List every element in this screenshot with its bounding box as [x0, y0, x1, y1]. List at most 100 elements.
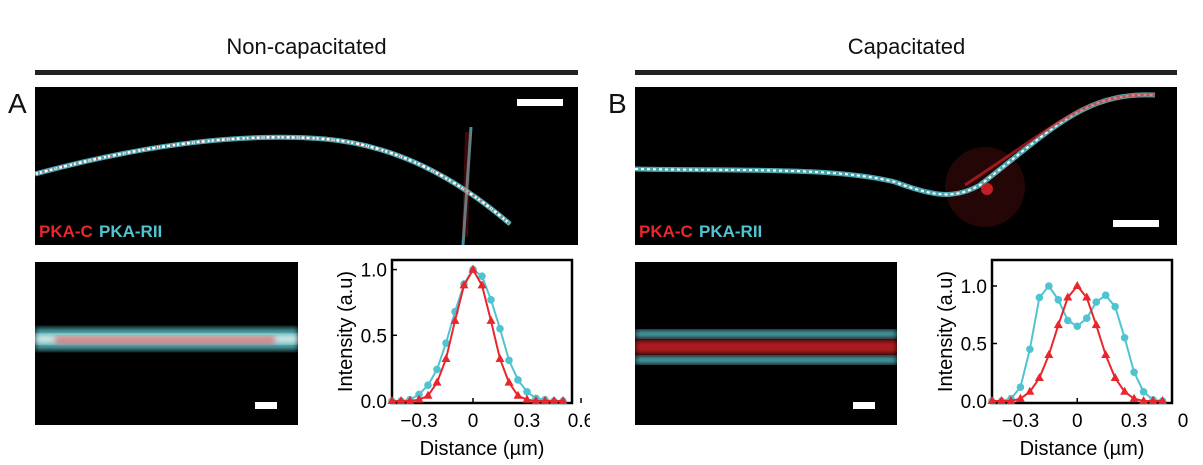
- data-point-pka-c: [549, 396, 559, 404]
- data-point-pka-rii: [415, 390, 423, 399]
- data-point-pka-rii: [442, 339, 450, 347]
- x-tick-label: 0.3: [514, 411, 540, 432]
- data-point-pka-c: [1129, 393, 1139, 402]
- data-point-pka-rii: [496, 324, 504, 333]
- fit-line-pka-rii: [392, 268, 563, 402]
- data-point-pka-c: [441, 353, 451, 362]
- data-point-pka-c: [1015, 393, 1025, 402]
- panel-b-zoom-image: [635, 262, 897, 425]
- data-point-pka-rii: [1026, 345, 1034, 354]
- fit-line-pka-c: [392, 268, 563, 402]
- data-point-pka-c: [432, 377, 442, 386]
- y-tick-label: 0.0: [361, 392, 387, 413]
- data-point-pka-rii: [487, 296, 495, 304]
- y-axis-label: Intensity (a.u): [335, 271, 357, 392]
- data-point-pka-c: [387, 396, 397, 404]
- x-tick-label: 0: [468, 411, 479, 432]
- data-point-pka-c: [1110, 373, 1120, 381]
- y-tick-label: 1.0: [961, 277, 987, 298]
- data-point-pka-c: [996, 396, 1006, 404]
- label-pka-c: PKA-C: [639, 222, 693, 241]
- data-point-pka-c: [486, 315, 496, 324]
- data-point-pka-c: [540, 396, 550, 404]
- data-point-pka-rii: [478, 272, 486, 280]
- plot-frame: [990, 258, 1174, 405]
- data-point-pka-c: [1025, 386, 1035, 395]
- label-pka-rii: PKA-RII: [99, 222, 163, 241]
- data-point-pka-c: [396, 396, 406, 404]
- data-point-pka-c: [1082, 292, 1092, 301]
- y-tick-label: 0.0: [961, 392, 987, 413]
- scale-bar: [517, 99, 563, 106]
- scale-bar: [255, 402, 277, 409]
- data-point-pka-rii: [1130, 368, 1138, 377]
- panel-b-title: Capacitated: [847, 34, 966, 59]
- data-point-pka-c: [423, 390, 433, 399]
- x-tick-label: −0.3: [1002, 411, 1040, 432]
- data-point-pka-rii: [1111, 302, 1119, 311]
- panel-a-letter: A: [8, 88, 27, 119]
- label-pka-c: PKA-C: [39, 222, 93, 241]
- x-tick-label: −0.3: [400, 411, 438, 432]
- x-tick-label: 0.6: [1178, 411, 1190, 432]
- data-point-pka-c: [1006, 396, 1016, 404]
- plot-frame: [390, 258, 574, 405]
- data-point-pka-c: [1139, 396, 1149, 404]
- panel-a-zoom-image: [35, 262, 298, 425]
- data-point-pka-c: [1063, 292, 1073, 301]
- data-point-pka-rii: [505, 356, 513, 365]
- panel-b-letter: B: [608, 88, 627, 119]
- data-point-pka-rii: [424, 381, 432, 390]
- data-point-pka-rii: [1139, 388, 1148, 396]
- y-tick-label: 1.0: [361, 261, 387, 282]
- scale-bar: [853, 402, 875, 409]
- data-point-pka-rii: [1035, 293, 1044, 302]
- data-point-pka-rii: [1016, 383, 1025, 391]
- data-point-pka-c: [1148, 396, 1158, 404]
- data-point-pka-c: [1101, 350, 1111, 358]
- panel-a-title-bar: [35, 70, 578, 75]
- data-point-pka-c: [414, 394, 424, 403]
- data-point-pka-c: [459, 280, 469, 289]
- data-point-pka-c: [1053, 320, 1063, 329]
- data-point-pka-c: [1072, 281, 1082, 289]
- panel-b-sperm-image: PKA-C PKA-RII: [634, 87, 1177, 245]
- data-point-pka-c: [450, 315, 460, 324]
- x-axis-label: Distance (µm): [420, 438, 545, 460]
- panel-b-intensity-chart: 0.0 0.5 1.0 −0.3 0 0.3 0.6 Distance (µm) Intensi…: [935, 258, 1190, 460]
- x-tick-label: 0: [1072, 411, 1083, 432]
- data-point-pka-rii: [523, 388, 531, 396]
- label-pka-rii: PKA-RII: [699, 222, 763, 241]
- data-point-pka-rii: [514, 376, 522, 384]
- data-point-pka-c: [522, 394, 532, 403]
- data-point-pka-rii: [433, 365, 441, 374]
- scale-bar: [1113, 220, 1159, 227]
- data-point-pka-rii: [1101, 291, 1110, 299]
- fit-line-pka-c: [992, 285, 1163, 402]
- data-point-pka-rii: [1054, 296, 1063, 304]
- data-point-pka-c: [405, 396, 415, 404]
- panel-a-intensity-chart: 0.0 0.5 1.0 −0.3 0 0.3 0.6 Distance (µm) Intensi…: [335, 258, 590, 460]
- panel-a-title: Non-capacitated: [226, 34, 387, 59]
- data-point-pka-c: [1034, 373, 1044, 381]
- data-point-pka-rii: [1082, 314, 1091, 322]
- data-point-pka-c: [504, 377, 514, 386]
- y-tick-label: 0.5: [961, 335, 987, 356]
- data-point-pka-rii: [1045, 282, 1053, 290]
- data-point-pka-c: [468, 264, 478, 273]
- data-point-pka-c: [1158, 396, 1168, 404]
- x-tick-label: 0.6: [568, 411, 590, 432]
- x-tick-label: 0.3: [1121, 411, 1147, 432]
- data-point-pka-c: [987, 396, 997, 404]
- data-point-pka-c: [495, 353, 505, 362]
- y-axis-label: Intensity (a.u): [935, 271, 957, 392]
- panel-b-title-bar: [635, 70, 1177, 75]
- y-tick-label: 0.5: [361, 326, 387, 347]
- data-point-pka-rii: [1120, 333, 1129, 342]
- data-point-pka-c: [513, 390, 523, 399]
- panel-a-sperm-image: PKA-C PKA-RII: [34, 87, 578, 246]
- data-point-pka-c: [1044, 350, 1054, 358]
- data-point-pka-c: [531, 396, 541, 404]
- data-point-pka-rii: [1092, 298, 1101, 306]
